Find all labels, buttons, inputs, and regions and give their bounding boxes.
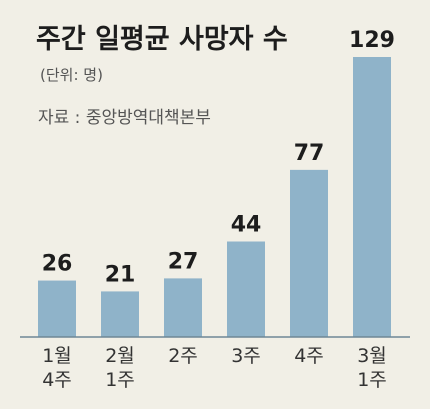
unit-label: (단위: 명) (40, 66, 103, 84)
x-tick-label: 4주 (294, 345, 324, 367)
bar (353, 57, 391, 337)
x-tick-label: 3월 (357, 345, 387, 367)
x-tick-label: 1주 (105, 369, 135, 391)
bar (290, 169, 328, 337)
x-tick-label: 3주 (231, 345, 261, 367)
x-tick-label: 4주 (42, 369, 72, 391)
bar (38, 280, 76, 337)
bar (227, 241, 265, 337)
data-label: 129 (349, 28, 395, 53)
source-label: 자료 : 중앙방역대책본부 (38, 108, 211, 128)
bar (101, 291, 139, 337)
data-label: 27 (168, 249, 199, 274)
x-tick-label: 1월 (42, 345, 72, 367)
x-tick-label: 2월 (105, 345, 135, 367)
data-label: 21 (105, 262, 136, 287)
data-label: 26 (42, 252, 73, 277)
bar (164, 278, 202, 337)
x-tick-label: 1주 (357, 369, 387, 391)
data-label: 44 (231, 212, 262, 237)
data-label: 77 (294, 141, 325, 166)
x-tick-label: 2주 (168, 345, 198, 367)
chart-title: 주간 일평균 사망자 수 (36, 24, 288, 55)
